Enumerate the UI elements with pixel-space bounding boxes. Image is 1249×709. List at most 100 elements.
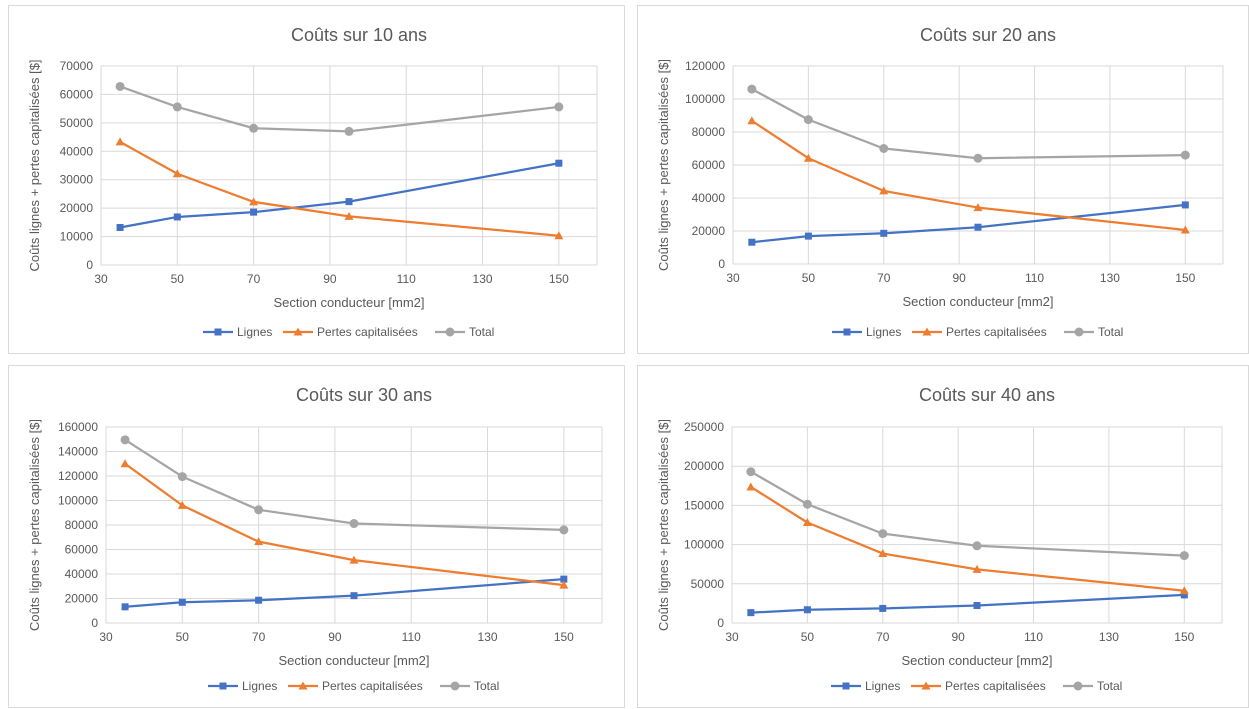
data-point-lignes xyxy=(804,232,812,240)
y-tick-label: 0 xyxy=(91,616,98,630)
y-tick-label: 200000 xyxy=(684,459,724,473)
legend-label-total: Total xyxy=(1097,679,1122,693)
data-point-total xyxy=(803,115,813,125)
chart-svg: Coûts sur 20 ans 0 20000 40000 60000 80000 100… xyxy=(656,25,1224,339)
series-line-pertes xyxy=(119,140,559,237)
legend-marker-lignes xyxy=(214,328,222,336)
y-tick-label: 20000 xyxy=(60,201,94,215)
y-axis-title: Coûts lignes + pertes capitalisées [$] xyxy=(27,419,42,631)
data-point-lignes xyxy=(747,609,755,617)
data-point-total xyxy=(559,525,569,535)
data-point-total xyxy=(344,126,354,136)
legend-label-lignes: Lignes xyxy=(866,325,901,339)
y-tick-label: 0 xyxy=(718,257,725,271)
data-point-pertes xyxy=(972,564,982,573)
x-tick-label: 110 xyxy=(1024,630,1043,644)
data-point-pertes xyxy=(249,197,259,206)
legend-marker-total xyxy=(1073,681,1083,691)
y-axis-title: Coûts lignes + pertes capitalisées [$] xyxy=(27,59,42,271)
y-tick-label: 60000 xyxy=(60,87,94,101)
y-tick-label: 40000 xyxy=(65,567,99,581)
y-tick-label: 250000 xyxy=(684,420,724,434)
y-tick-label: 10000 xyxy=(60,230,94,244)
legend-marker-total xyxy=(445,327,455,337)
data-point-total xyxy=(554,102,564,112)
data-point-total xyxy=(972,541,982,551)
series-line-total xyxy=(750,470,1185,557)
y-tick-label: 40000 xyxy=(692,191,726,205)
data-point-pertes xyxy=(254,537,264,546)
data-point-total xyxy=(802,499,812,509)
legend-label-lignes: Lignes xyxy=(865,679,900,693)
x-tick-label: 110 xyxy=(1025,271,1044,285)
y-tick-label: 100000 xyxy=(685,92,725,106)
legend-marker-lignes xyxy=(842,682,850,690)
data-point-lignes xyxy=(555,159,563,167)
x-tick-label: 110 xyxy=(397,272,416,286)
x-tick-label: 30 xyxy=(99,630,113,644)
legend-label-lignes: Lignes xyxy=(242,679,277,693)
series-line-total xyxy=(119,85,559,133)
legend-marker-pertes xyxy=(922,327,932,336)
chart-title: Coûts sur 40 ans xyxy=(919,385,1055,405)
x-tick-label: 90 xyxy=(323,272,337,286)
series-line-lignes xyxy=(119,162,560,229)
chart-title: Coûts sur 30 ans xyxy=(296,385,432,405)
data-point-pertes xyxy=(344,211,354,220)
data-point-lignes xyxy=(173,213,181,221)
x-tick-label: 130 xyxy=(478,630,498,644)
data-point-pertes xyxy=(1180,225,1190,234)
data-point-pertes xyxy=(120,459,130,468)
data-point-total xyxy=(878,529,888,539)
chart-panel-30-ans: Coûts sur 30 ans 0 20000 40000 60000 80000 100… xyxy=(8,365,625,708)
y-tick-label: 20000 xyxy=(692,224,726,238)
y-tick-label: 80000 xyxy=(65,518,99,532)
data-point-pertes xyxy=(172,169,182,178)
series-line-pertes xyxy=(124,462,564,587)
data-point-total xyxy=(349,519,359,529)
data-point-lignes xyxy=(973,602,981,610)
x-tick-label: 130 xyxy=(1100,271,1120,285)
x-tick-label: 50 xyxy=(802,271,816,285)
legend-marker-pertes xyxy=(293,327,303,336)
data-point-lignes xyxy=(803,606,811,614)
data-point-pertes xyxy=(554,231,564,240)
x-tick-label: 50 xyxy=(171,272,185,286)
data-point-total xyxy=(1179,551,1189,561)
data-point-pertes xyxy=(177,500,187,509)
data-point-lignes xyxy=(116,223,124,231)
data-point-lignes xyxy=(1180,591,1188,599)
data-point-lignes xyxy=(121,603,129,611)
x-tick-label: 70 xyxy=(877,271,891,285)
y-tick-label: 0 xyxy=(86,258,93,272)
y-axis-title: Coûts lignes + pertes capitalisées [$] xyxy=(656,419,671,631)
x-tick-label: 130 xyxy=(473,272,493,286)
legend-marker-pertes xyxy=(921,681,931,690)
series-line-lignes xyxy=(750,593,1185,614)
y-tick-label: 160000 xyxy=(58,420,98,434)
data-point-lignes xyxy=(350,592,358,600)
data-point-lignes xyxy=(974,223,982,231)
x-tick-label: 90 xyxy=(952,271,966,285)
data-point-pertes xyxy=(746,482,756,491)
legend-label-lignes: Lignes xyxy=(237,325,272,339)
chart-panel-40-ans: Coûts sur 40 ans 0 50000 100000 150000 200000… xyxy=(637,365,1249,708)
data-point-total xyxy=(177,472,187,482)
data-point-lignes xyxy=(748,238,756,246)
y-tick-label: 60000 xyxy=(65,543,99,557)
x-tick-label: 90 xyxy=(328,630,342,644)
data-point-pertes xyxy=(559,580,569,589)
x-tick-label: 70 xyxy=(876,630,890,644)
series-line-pertes xyxy=(750,486,1185,592)
chart-title: Coûts sur 10 ans xyxy=(291,25,427,45)
x-tick-label: 30 xyxy=(725,630,739,644)
legend-label-total: Total xyxy=(474,679,499,693)
x-tick-label: 50 xyxy=(801,630,815,644)
x-tick-label: 50 xyxy=(176,630,190,644)
legend-label-pertes: Pertes capitalisées xyxy=(317,325,418,339)
y-tick-label: 150000 xyxy=(684,498,724,512)
data-point-total xyxy=(249,123,259,133)
data-point-total xyxy=(747,84,757,94)
data-point-total xyxy=(254,505,264,515)
legend-marker-pertes xyxy=(298,681,308,690)
